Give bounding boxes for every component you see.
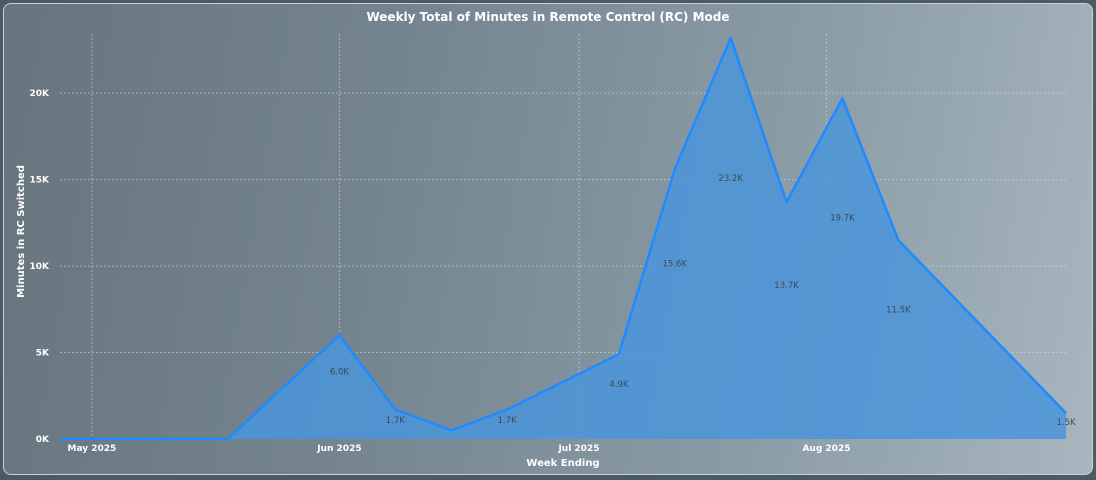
area-chart: 6.0K 1.7K 1.7K 4.9K 15.6K 23.2K 13.7K 19.7K 11.5… [16, 34, 1076, 469]
data-label: 1.7K [386, 416, 406, 426]
y-tick-label: 5K [36, 349, 50, 359]
y-tick-label: 15K [30, 176, 51, 186]
x-axis: May 2025 Jun 2025 Jul 2025 Aug 2025 [68, 444, 851, 454]
chart-title: Weekly Total of Minutes in Remote Contro… [366, 10, 730, 24]
data-label: 19.7K [830, 214, 855, 224]
area-fill [60, 37, 1066, 439]
x-tick-label: Jul 2025 [557, 444, 599, 454]
y-tick-label: 0K [36, 435, 50, 445]
y-tick-label: 20K [30, 89, 51, 99]
data-label: 1.5K [1056, 418, 1076, 428]
data-labels: 6.0K 1.7K 1.7K 4.9K 15.6K 23.2K 13.7K 19.7K 11.5… [330, 174, 1076, 428]
data-label: 15.6K [663, 260, 688, 270]
data-label: 11.5K [886, 306, 911, 316]
data-label: 4.9K [609, 380, 629, 390]
data-label: 23.2K [718, 174, 743, 184]
x-tick-label: May 2025 [68, 444, 117, 454]
y-axis-label: Minutes in RC Switched [16, 165, 27, 298]
data-label: 13.7K [774, 281, 799, 291]
x-tick-label: Aug 2025 [802, 444, 850, 454]
x-axis-label: Week Ending [526, 458, 599, 469]
chart-card: Weekly Total of Minutes in Remote Contro… [3, 3, 1093, 475]
data-label: 6.0K [330, 368, 350, 378]
y-tick-label: 10K [30, 262, 51, 272]
y-axis: 0K 5K 10K 15K 20K [30, 89, 51, 445]
data-label: 1.7K [498, 416, 518, 426]
area-series [59, 36, 1067, 441]
x-tick-label: Jun 2025 [316, 444, 361, 454]
